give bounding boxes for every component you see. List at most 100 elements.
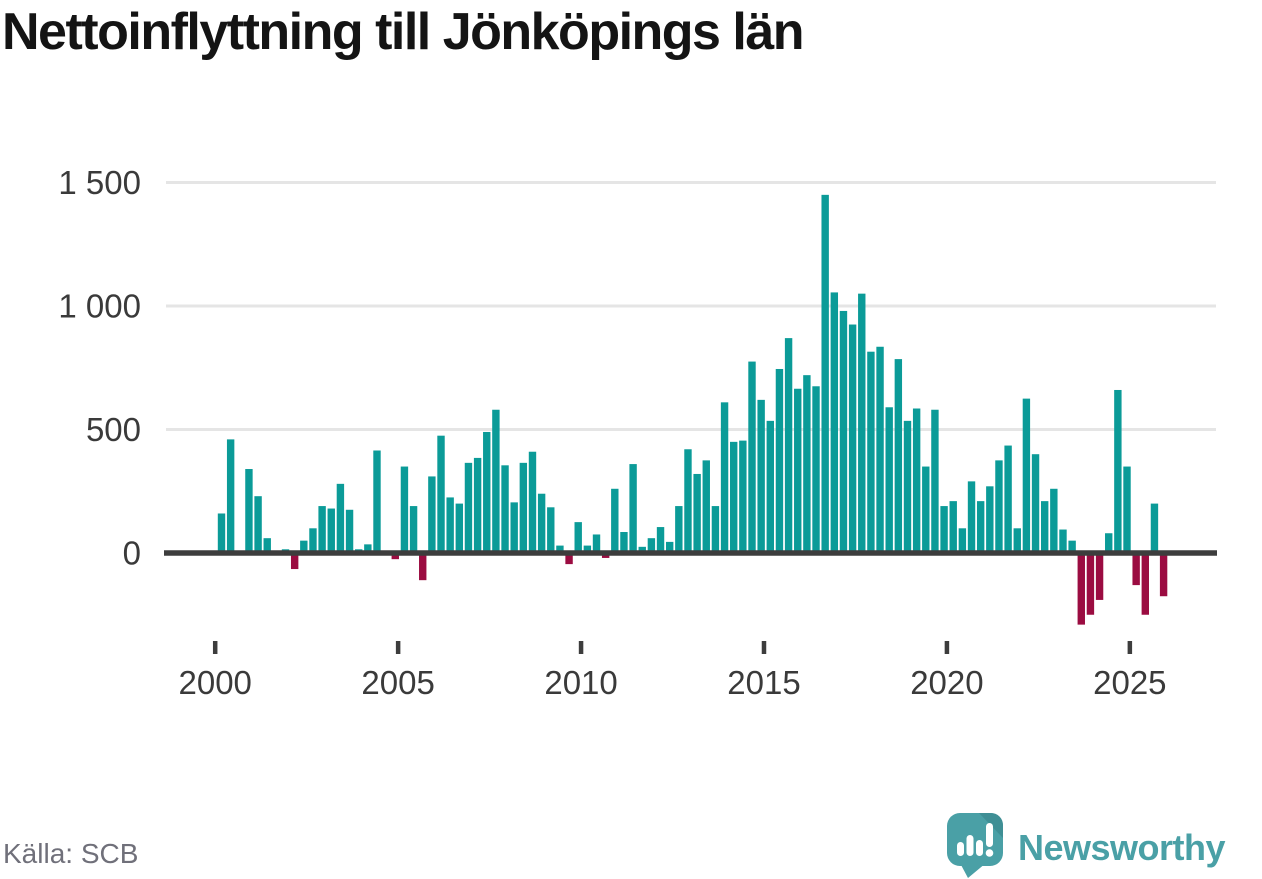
bar-2010-Q2 [592, 534, 601, 553]
x-tick-mark [1127, 641, 1133, 654]
bar-2000-Q2 [226, 439, 235, 553]
bar-2005-Q1 [400, 466, 409, 553]
bar-2002-Q1 [290, 553, 299, 570]
bar-2002-Q4 [318, 506, 326, 553]
bar-2003-Q1 [327, 508, 335, 553]
bar-2021-Q4 [1013, 528, 1021, 553]
newsworthy-wordmark: Newsworthy [1018, 826, 1226, 868]
bar-2001-Q2 [263, 538, 271, 553]
bar-2002-Q3 [309, 528, 317, 553]
bar-2025-Q2 [1141, 553, 1150, 615]
bar-2007-Q2 [483, 431, 491, 553]
bar-2000-Q4 [245, 469, 253, 553]
bar-2018-Q2 [885, 407, 893, 553]
source-label: Källa: SCB [3, 838, 139, 869]
bar-2015-Q2 [775, 368, 784, 553]
bar-2016-Q3 [821, 194, 829, 553]
bar-2015-Q3 [784, 338, 793, 553]
bar-2009-Q3 [565, 553, 573, 565]
bar-2023-Q2 [1068, 540, 1076, 553]
bar-2019-Q4 [940, 506, 948, 553]
bar-2021-Q1 [986, 486, 994, 553]
bar-2004-Q1 [364, 544, 372, 553]
bar-2014-Q2 [739, 440, 747, 553]
bar-2002-Q2 [300, 540, 308, 553]
bar-2011-Q1 [620, 532, 628, 553]
logo-bar-2 [966, 835, 974, 856]
bar-2006-Q4 [464, 462, 473, 553]
bar-2011-Q3 [638, 546, 646, 553]
bar-2009-Q4 [574, 522, 582, 553]
bar-2012-Q2 [665, 541, 674, 553]
bar-2022-Q2 [1031, 454, 1040, 553]
bar-2000-Q1 [217, 513, 226, 553]
bar-2009-Q1 [547, 507, 555, 553]
bar-2012-Q3 [675, 506, 683, 553]
bar-2016-Q1 [803, 375, 811, 553]
bar-2007-Q4 [501, 465, 509, 553]
bar-2020-Q3 [967, 481, 976, 553]
bar-2021-Q2 [995, 460, 1003, 553]
logo-bar-3 [976, 840, 983, 856]
page-title: Nettoinflyttning till Jönköpings län [2, 3, 805, 61]
bar-2025-Q4 [1159, 553, 1168, 597]
bar-2023-Q3 [1077, 553, 1085, 625]
bar-2024-Q1 [1095, 553, 1104, 600]
bar-2010-Q4 [611, 488, 619, 553]
x-tick-label: 2020 [910, 664, 983, 701]
bar-2019-Q2 [922, 466, 930, 553]
y-tick-label: 0 [123, 535, 141, 572]
bar-2001-Q1 [254, 496, 262, 553]
bar-2024-Q3 [1114, 389, 1122, 553]
bar-2024-Q2 [1105, 533, 1113, 553]
bar-2017-Q3 [858, 293, 866, 553]
bar-2003-Q2 [336, 483, 345, 553]
bar-2017-Q1 [839, 310, 848, 553]
bar-2020-Q1 [949, 501, 957, 553]
x-tick-label: 2025 [1093, 664, 1166, 701]
bar-2015-Q1 [766, 420, 774, 553]
bar-2017-Q2 [848, 324, 857, 553]
logo-bar-1 [957, 842, 964, 856]
x-tick-label: 2005 [361, 664, 434, 701]
bar-2008-Q1 [510, 502, 518, 553]
bar-2004-Q4 [391, 553, 399, 560]
bar-2022-Q3 [1040, 501, 1049, 553]
bar-2013-Q4 [720, 402, 729, 553]
bar-2015-Q4 [794, 388, 802, 553]
bar-2018-Q4 [903, 420, 912, 553]
y-tick-label: 1 500 [58, 164, 141, 201]
y-tick-label: 500 [86, 411, 141, 448]
bar-2021-Q3 [1004, 445, 1012, 553]
bar-2016-Q2 [812, 386, 820, 553]
y-tick-label: 1 000 [58, 288, 141, 325]
bar-2014-Q4 [757, 399, 765, 553]
bar-2003-Q3 [345, 509, 354, 553]
bar-2020-Q4 [976, 501, 985, 553]
bar-2014-Q3 [748, 361, 756, 553]
bar-2020-Q2 [958, 528, 967, 553]
bar-2008-Q2 [519, 462, 528, 553]
x-tick-mark [395, 641, 401, 654]
bar-2012-Q4 [684, 449, 692, 553]
bar-2004-Q2 [373, 450, 381, 553]
x-tick-mark [944, 641, 950, 654]
bar-2009-Q2 [556, 545, 564, 553]
bar-2013-Q1 [693, 473, 701, 553]
newsworthy-logo: Newsworthy [946, 812, 1226, 879]
x-tick-label: 2000 [178, 664, 251, 701]
x-tick-mark [578, 641, 584, 654]
bar-2005-Q2 [409, 506, 418, 553]
bar-2018-Q3 [894, 359, 903, 553]
bar-2019-Q3 [931, 409, 939, 553]
bar-2018-Q1 [876, 346, 884, 553]
bar-2012-Q1 [656, 527, 665, 553]
bar-2007-Q1 [473, 457, 482, 553]
bar-2024-Q4 [1123, 466, 1131, 553]
x-tick-mark [212, 641, 218, 654]
bar-2013-Q2 [702, 460, 710, 553]
bar-2006-Q1 [437, 435, 445, 553]
bar-2025-Q3 [1150, 503, 1159, 553]
